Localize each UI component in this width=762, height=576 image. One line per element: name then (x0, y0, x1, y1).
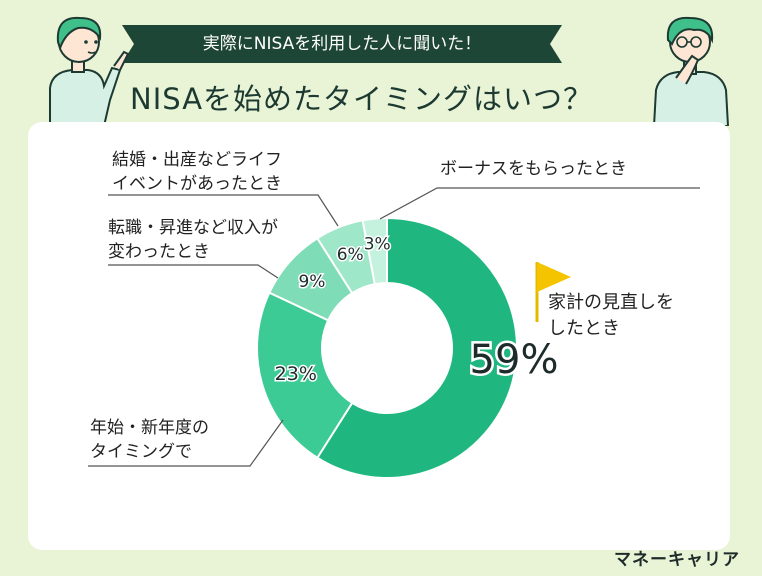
pct-label-4: 3% (364, 234, 391, 254)
donut-slice-0 (315, 216, 518, 479)
label-income-change: 転職・昇進など収入が 変わったとき (108, 218, 278, 262)
banner-text: 実際にNISAを利用した人に聞いた！ (202, 34, 482, 54)
pct-label-0: 59% (470, 337, 559, 383)
label-household-review: 家計の見直しを したとき (548, 292, 674, 339)
flag-icon (535, 262, 571, 322)
pct-label-3: 6% (337, 245, 364, 265)
label-bonus: ボーナスをもらったとき (440, 159, 627, 179)
page-title: NISAを始めたタイミングはいつ？ (130, 82, 594, 116)
pct-label-1: 23% (275, 363, 317, 385)
label-life-event: 結婚・出産などライフ イベントがあったとき (112, 150, 282, 194)
pct-label-2: 9% (298, 272, 325, 292)
woman-pointing-illustration (49, 16, 130, 126)
man-thinking-illustration (652, 16, 730, 126)
leader-line-income-change (108, 264, 279, 279)
donut-slice-4 (361, 216, 388, 286)
leader-line-bonus (379, 187, 700, 220)
header-banner: 実際にNISAを利用した人に聞いた！ (122, 25, 562, 63)
donut-slice-1 (256, 291, 354, 460)
brand-logo: マネーキャリア (614, 550, 740, 570)
leader-line-new-year (88, 419, 284, 467)
label-new-year: 年始・新年度の タイミングで (90, 418, 209, 462)
leader-line-life-event (108, 194, 339, 227)
